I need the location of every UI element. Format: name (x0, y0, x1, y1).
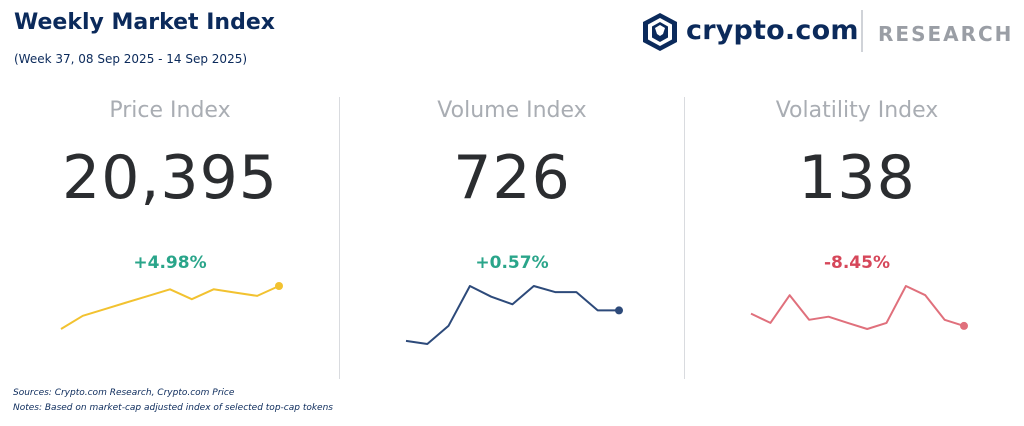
volume-index-label: Volume Index (437, 98, 587, 123)
price-index-label: Price Index (109, 98, 231, 123)
sparkline-series (750, 285, 965, 330)
volume-index-change: +0.57% (475, 253, 549, 273)
panel-divider (684, 97, 685, 379)
brand-logo: crypto.com RESEARCH (640, 8, 1020, 52)
page-title: Weekly Market Index (14, 10, 275, 35)
panel-divider (339, 97, 340, 379)
volume-index-value: 726 (453, 143, 571, 213)
brand-section-label: RESEARCH (878, 22, 1014, 46)
volatility-index-sparkline (750, 285, 968, 330)
date-range-subtitle: (Week 37, 08 Sep 2025 - 14 Sep 2025) (14, 52, 248, 66)
volatility-index-value: 138 (798, 143, 916, 213)
brand-divider (861, 10, 863, 52)
sparkline-end-point (615, 306, 623, 315)
volume-index-panel: Volume Index 726 +0.57% (342, 95, 682, 385)
price-index-sparkline (60, 282, 283, 330)
price-index-change: +4.98% (133, 253, 207, 273)
volume-index-sparkline (405, 285, 623, 345)
sparkline-series (60, 285, 280, 330)
sparkline-series (405, 285, 619, 345)
volatility-index-panel: Volatility Index 138 -8.45% (687, 95, 1024, 385)
crypto-com-lion-shield-icon (643, 13, 677, 51)
methodology-note: Notes: Based on market-cap adjusted inde… (13, 403, 333, 413)
brand-name: crypto.com (686, 15, 859, 46)
volatility-index-label: Volatility Index (775, 98, 939, 123)
price-index-panel: Price Index 20,395 +4.98% (0, 95, 340, 385)
sources-note: Sources: Crypto.com Research, Crypto.com… (13, 388, 235, 398)
sparkline-end-point (275, 282, 283, 290)
volatility-index-change: -8.45% (823, 253, 891, 273)
sparkline-end-point (960, 321, 968, 330)
price-index-value: 20,395 (62, 143, 278, 213)
